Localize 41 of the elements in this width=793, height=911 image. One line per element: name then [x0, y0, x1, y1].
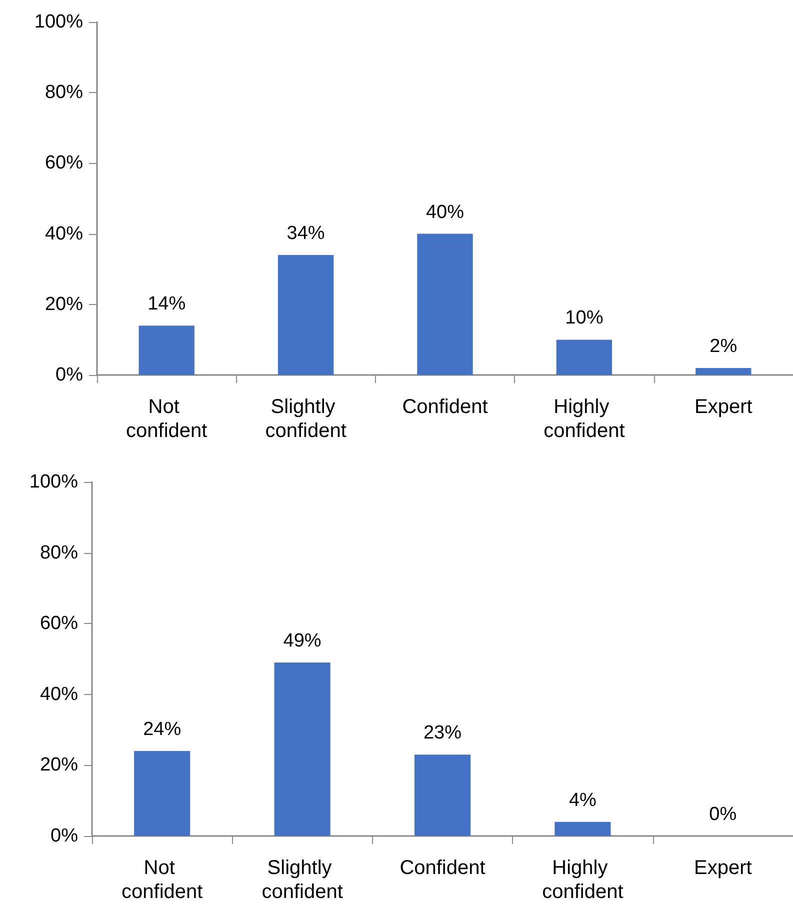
x-tick-label: Highly confident — [542, 857, 624, 903]
y-tick-label: 100% — [29, 472, 78, 492]
data-label: 4% — [568, 790, 597, 811]
y-tick-label: 0% — [50, 826, 78, 846]
bar — [554, 822, 611, 836]
data-label: 14% — [148, 294, 186, 315]
data-label: 2% — [710, 336, 738, 357]
bar — [138, 326, 194, 375]
bar — [556, 340, 612, 375]
bar — [417, 234, 473, 375]
y-tick-label: 20% — [40, 754, 78, 776]
data-label: 10% — [565, 308, 604, 329]
data-label: 0% — [709, 804, 737, 825]
bar — [278, 254, 334, 375]
y-tick-label: 80% — [40, 542, 78, 564]
bar — [696, 368, 752, 375]
data-label: 40% — [426, 202, 464, 223]
y-tick-label: 60% — [44, 152, 84, 174]
y-tick-label: 40% — [40, 684, 78, 705]
x-tick-label: Expert — [694, 857, 752, 879]
y-tick-label: 100% — [34, 12, 84, 32]
y-tick-label: 40% — [44, 223, 84, 244]
bar — [414, 754, 471, 836]
y-tick-label: 0% — [56, 364, 84, 386]
x-tick-label: Not confident — [122, 857, 204, 903]
y-tick-label: 80% — [44, 82, 84, 104]
x-tick-label: Confident — [400, 857, 486, 879]
data-label: 23% — [423, 722, 462, 744]
y-tick-label: 60% — [40, 613, 78, 634]
x-tick-label: Highly confident — [544, 396, 626, 442]
data-label: 49% — [283, 630, 322, 652]
bar — [134, 751, 190, 836]
bar — [274, 662, 330, 836]
x-tick-label: Slightly confident — [262, 857, 344, 903]
data-label: 24% — [143, 719, 182, 740]
x-tick-label: Slightly confident — [265, 396, 347, 442]
x-tick-label: Confident — [402, 396, 488, 418]
x-tick-label: Expert — [694, 396, 753, 418]
y-tick-label: 20% — [44, 294, 84, 315]
x-tick-label: Not confident — [126, 396, 208, 442]
data-label: 34% — [286, 222, 325, 244]
